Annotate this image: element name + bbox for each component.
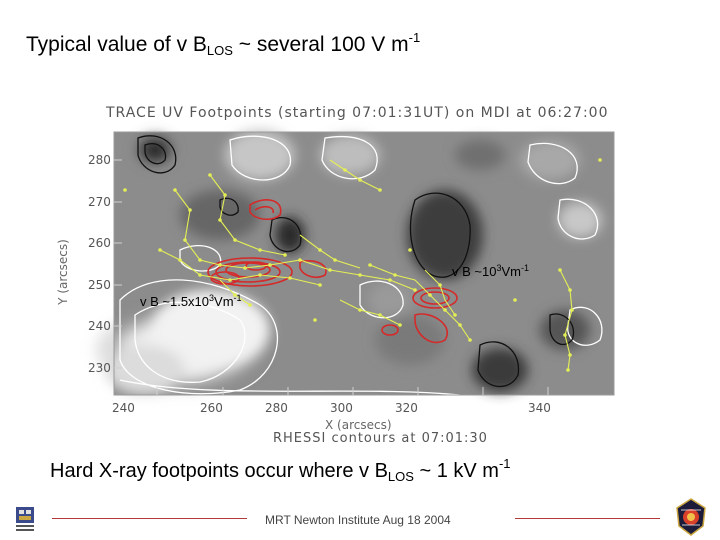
x-axis-label: X (arcsecs) xyxy=(325,418,392,432)
x-tick-label: 340 xyxy=(528,401,551,415)
y-axis-label: Y (arcsecs) xyxy=(55,239,70,305)
footer-divider-left xyxy=(52,518,247,519)
footer-text: MRT Newton Institute Aug 18 2004 xyxy=(265,513,451,527)
slide-title: Typical value of v BLOS ~ several 100 V … xyxy=(26,30,421,58)
solar-footpoint-figure: TRACE UV Footpoints (starting 07:01:31UT… xyxy=(56,100,630,446)
mission-patch-icon xyxy=(676,498,706,536)
y-tick-label: 270 xyxy=(88,195,111,209)
mdi-magnetogram-image xyxy=(90,130,615,396)
x-tick-label: 280 xyxy=(265,401,288,415)
y-tick-label: 230 xyxy=(88,361,111,375)
university-crest-icon xyxy=(16,507,34,531)
x-tick-label: 260 xyxy=(200,401,223,415)
y-tick-label: 250 xyxy=(88,278,111,292)
slide-caption: Hard X-ray footpoints occur where v BLOS… xyxy=(50,456,511,484)
mdi-black-contours xyxy=(137,135,575,388)
axis-tick-marks xyxy=(114,159,549,395)
footer-divider-right xyxy=(515,518,660,519)
x-tick-label: 240 xyxy=(112,401,135,415)
annotation-right: v B ~103Vm-1 xyxy=(452,263,529,279)
y-tick-label: 280 xyxy=(88,153,111,167)
annotation-left: v B ~1.5x103Vm-1 xyxy=(140,293,242,309)
rhessi-caption: RHESSI contours at 07:01:30 xyxy=(273,431,488,446)
x-tick-label: 300 xyxy=(330,401,353,415)
y-tick-label: 240 xyxy=(88,319,111,333)
plot-frame xyxy=(113,131,615,396)
figure-header: TRACE UV Footpoints (starting 07:01:31UT… xyxy=(106,105,609,121)
y-tick-label: 260 xyxy=(88,236,111,250)
x-tick-label: 320 xyxy=(395,401,418,415)
trace-footpoint-markers xyxy=(123,158,602,372)
